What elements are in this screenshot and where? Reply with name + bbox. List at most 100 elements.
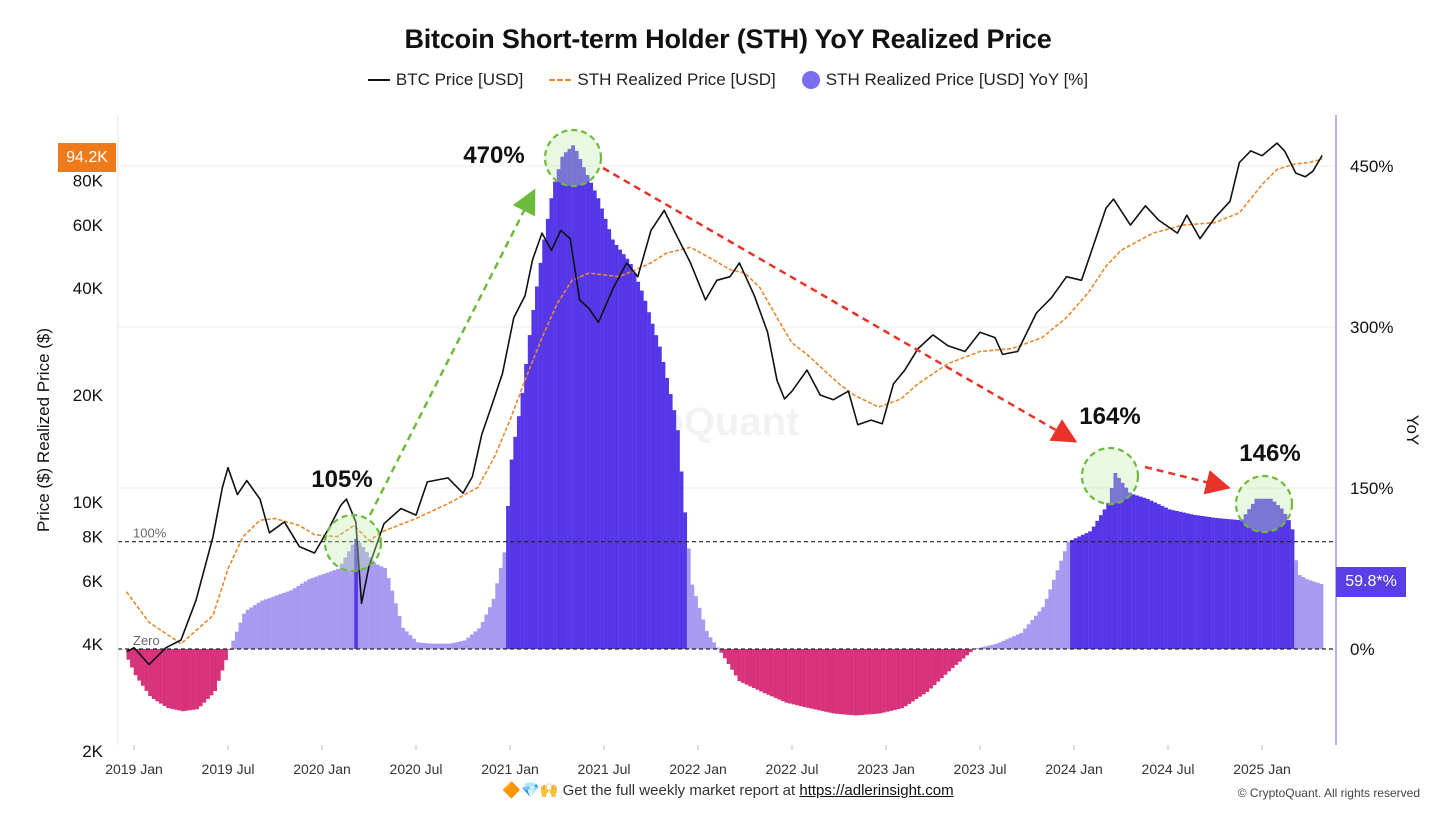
- yoy-bar: [871, 649, 876, 715]
- yoy-bar: [842, 649, 847, 715]
- yoy-bar: [343, 557, 348, 649]
- yoy-bar: [1106, 502, 1111, 649]
- yoy-bar: [676, 430, 680, 649]
- yoy-bar: [509, 459, 514, 649]
- yoy-bar: [849, 649, 854, 716]
- yoy-bar: [780, 649, 785, 702]
- ref-line-label: Zero: [133, 633, 160, 648]
- yoy-bar: [281, 592, 286, 649]
- trend-arrow-down: [602, 166, 1078, 443]
- yoy-bar: [1283, 513, 1288, 649]
- yoy-bar: [1113, 472, 1118, 649]
- yoy-bar: [488, 607, 492, 649]
- yoy-bar: [394, 603, 398, 649]
- yoy-bar: [307, 579, 312, 649]
- trend-arrow-small: [1144, 465, 1231, 495]
- yoy-bar: [1254, 498, 1259, 649]
- legend-item-sth[interactable]: STH Realized Price [USD]: [549, 70, 776, 90]
- x-tick-label: 2024 Jan: [1045, 761, 1103, 777]
- yoy-bar: [1052, 579, 1056, 649]
- yoy-bar: [958, 649, 962, 662]
- yoy-bar: [180, 649, 185, 712]
- yoy-bar: [1048, 589, 1053, 649]
- yoy-bar: [375, 564, 380, 649]
- yoy-bar: [1084, 533, 1089, 649]
- yoy-bar: [1095, 520, 1100, 649]
- yoy-bar: [1193, 514, 1197, 649]
- yoy-bar: [1077, 536, 1082, 649]
- yoy-bar: [1297, 575, 1302, 649]
- yoy-bar: [694, 596, 698, 649]
- legend-item-btc[interactable]: BTC Price [USD]: [367, 70, 524, 90]
- yoy-bar: [292, 588, 297, 649]
- yoy-bar: [397, 615, 402, 649]
- yoy-bar: [582, 167, 586, 649]
- yoy-bar: [654, 335, 659, 649]
- yoy-bar: [224, 649, 228, 661]
- yoy-bar: [867, 649, 872, 715]
- yoy-bar: [459, 641, 463, 649]
- footer: 🔶💎🙌 Get the full weekly market report at…: [0, 781, 1456, 799]
- yoy-bar: [900, 649, 904, 709]
- yoy-bar: [1294, 560, 1299, 649]
- yoy-bar: [647, 312, 651, 649]
- y2-tick-label: 150%: [1350, 479, 1393, 498]
- yoy-bar: [697, 607, 702, 649]
- yoy-bar: [820, 649, 825, 712]
- yoy-bar: [965, 649, 970, 656]
- yoy-bar: [1109, 487, 1114, 649]
- yoy-bar: [1059, 560, 1064, 649]
- yoy-bar: [300, 583, 304, 649]
- yoy-bars: [126, 145, 1324, 716]
- annotation-label: 164%: [1079, 403, 1140, 430]
- yoy-bar: [885, 649, 890, 712]
- yoy-bar: [802, 649, 807, 707]
- yoy-bar: [404, 631, 409, 649]
- yoy-bar: [911, 649, 915, 702]
- yoy-bar: [1182, 512, 1186, 649]
- yoy-bar: [719, 649, 724, 653]
- yoy-bar: [1221, 518, 1226, 649]
- y-tick-label: 20K: [73, 386, 104, 405]
- yoy-bar: [751, 649, 756, 689]
- x-tick-label: 2022 Jan: [669, 761, 727, 777]
- yoy-bar: [968, 649, 973, 653]
- y-tick-label: 80K: [73, 172, 104, 191]
- yoy-bar: [737, 649, 742, 682]
- yoy-bar: [422, 643, 427, 649]
- yoy-bar: [903, 649, 908, 707]
- ref-line-label: 100%: [133, 526, 167, 541]
- yoy-bar: [939, 649, 944, 679]
- yoy-bar: [477, 628, 481, 649]
- yoy-bar: [177, 649, 181, 711]
- yoy-bar: [198, 649, 203, 707]
- legend-item-yoy[interactable]: STH Realized Price [USD] YoY [%]: [801, 70, 1088, 90]
- yoy-bar: [549, 198, 554, 650]
- yoy-bar: [271, 596, 275, 649]
- yoy-bar: [368, 557, 373, 649]
- yoy-bar: [303, 581, 308, 649]
- yoy-bar: [451, 642, 456, 649]
- yoy-bar: [202, 649, 207, 703]
- yoy-bar: [238, 622, 243, 649]
- yoy-bar: [921, 649, 926, 695]
- yoy-bar: [140, 649, 145, 686]
- yoy-bar: [328, 571, 333, 649]
- yoy-bar: [1138, 496, 1143, 649]
- yoy-bar: [1229, 519, 1233, 649]
- yoy-bar: [220, 649, 225, 671]
- yoy-bar: [997, 642, 1002, 649]
- yoy-bar: [332, 570, 337, 649]
- footer-link[interactable]: https://adlerinsight.com: [799, 782, 954, 799]
- yoy-bar: [169, 649, 174, 709]
- yoy-bar: [347, 551, 351, 649]
- yoy-bar: [274, 595, 279, 649]
- yoy-bar: [708, 637, 713, 649]
- yoy-bar: [990, 644, 995, 649]
- yoy-bar: [462, 640, 467, 649]
- legend-label-btc: BTC Price [USD]: [395, 70, 524, 89]
- yoy-bar: [1268, 498, 1273, 649]
- copyright: © CryptoQuant. All rights reserved: [1237, 786, 1420, 800]
- x-tick-label: 2019 Jul: [202, 761, 255, 777]
